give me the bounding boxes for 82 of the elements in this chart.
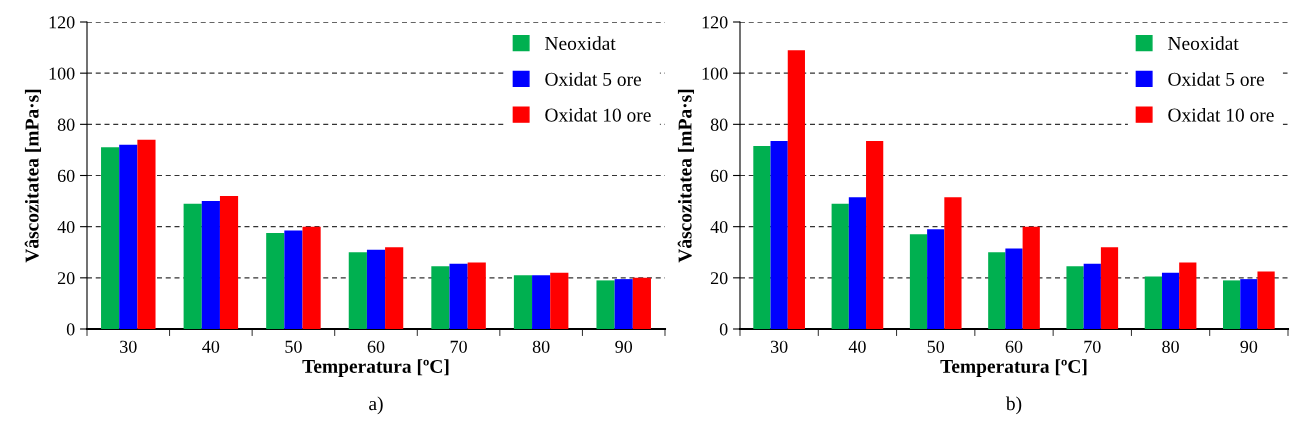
bar (366, 249, 386, 329)
bar (831, 203, 849, 329)
x-tick-label: 80 (1162, 340, 1179, 353)
y-tick-label: 80 (710, 118, 728, 131)
y-tick-label: 0 (66, 323, 75, 336)
bar (753, 146, 771, 329)
bar (302, 226, 321, 329)
bar (1179, 262, 1197, 329)
bar (219, 195, 239, 329)
bar (1240, 279, 1258, 329)
y-tick-label: 60 (710, 169, 728, 182)
y-tick-label: 80 (57, 118, 75, 131)
bar (137, 139, 156, 329)
x-tick-label: 90 (1240, 340, 1258, 353)
text: a) (369, 396, 383, 415)
x-tick-label: 30 (120, 340, 137, 353)
bar (1161, 272, 1180, 329)
x-tick-label: 90 (615, 340, 633, 353)
bar (770, 140, 788, 329)
bar (532, 275, 551, 329)
x-tick-label: 70 (1084, 340, 1101, 353)
y-axis-title: Vâscozitatea [mPa·s] (677, 89, 695, 263)
bar (1100, 247, 1119, 329)
x-axis-title: Temperatura [ºC] (940, 359, 1087, 377)
y-tick-label: 0 (719, 323, 728, 336)
y-tick-label: 120 (702, 16, 728, 29)
bar (1022, 226, 1040, 329)
bar (787, 50, 805, 329)
legend-label: Neoxidat (1168, 36, 1239, 50)
bar (385, 247, 404, 329)
bar (1144, 276, 1162, 329)
bar (927, 229, 945, 329)
bar (1223, 280, 1241, 329)
x-tick-label: 50 (285, 340, 302, 353)
bar (909, 234, 928, 329)
bar (101, 147, 120, 329)
legend-label: Neoxidat (545, 36, 616, 50)
bar (201, 201, 220, 329)
legend-label: Oxidat 5 ore (545, 72, 641, 86)
text: b) (1005, 396, 1022, 415)
bar (614, 279, 633, 329)
bar (513, 275, 533, 329)
bar (1005, 248, 1023, 329)
bar (988, 252, 1006, 329)
y-tick-label: 60 (57, 169, 75, 182)
y-tick-label: 40 (710, 220, 728, 234)
x-tick-label: 80 (532, 340, 550, 353)
x-tick-label: 40 (202, 340, 220, 353)
bar (944, 197, 962, 329)
y-tick-label: 100 (702, 67, 728, 80)
y-axis-title: Vâscozitatea [mPa·s] (24, 89, 42, 263)
bar (1066, 266, 1084, 329)
x-tick-label: 60 (367, 340, 385, 353)
bar (866, 140, 884, 329)
bar (632, 277, 651, 329)
y-tick-label: 100 (49, 67, 75, 80)
x-tick-label: 70 (450, 340, 467, 353)
y-tick-label: 20 (710, 272, 728, 285)
bar (467, 262, 486, 329)
bar (1257, 271, 1275, 329)
bar (284, 230, 303, 329)
bar (431, 266, 450, 329)
legend-label: Oxidat 10 ore (1168, 107, 1274, 122)
x-tick-label: 40 (848, 340, 866, 353)
x-tick-label: 50 (927, 340, 945, 353)
legend-label: Oxidat 5 ore (1168, 72, 1264, 86)
bar (266, 233, 285, 329)
y-tick-label: 20 (57, 272, 75, 285)
bar (550, 272, 569, 329)
legend-label: Oxidat 10 ore (545, 107, 651, 122)
y-tick-label: 120 (49, 16, 75, 29)
x-tick-label: 30 (770, 340, 788, 353)
x-tick-label: 60 (1005, 340, 1023, 353)
y-tick-label: 40 (57, 220, 75, 234)
bar (848, 197, 867, 329)
bar (183, 203, 202, 329)
bar (348, 252, 367, 329)
bar (119, 144, 138, 329)
bar (1083, 263, 1101, 329)
bar (449, 263, 468, 329)
x-axis-title: Temperatura [ºC] (302, 359, 449, 377)
bar (596, 280, 615, 329)
